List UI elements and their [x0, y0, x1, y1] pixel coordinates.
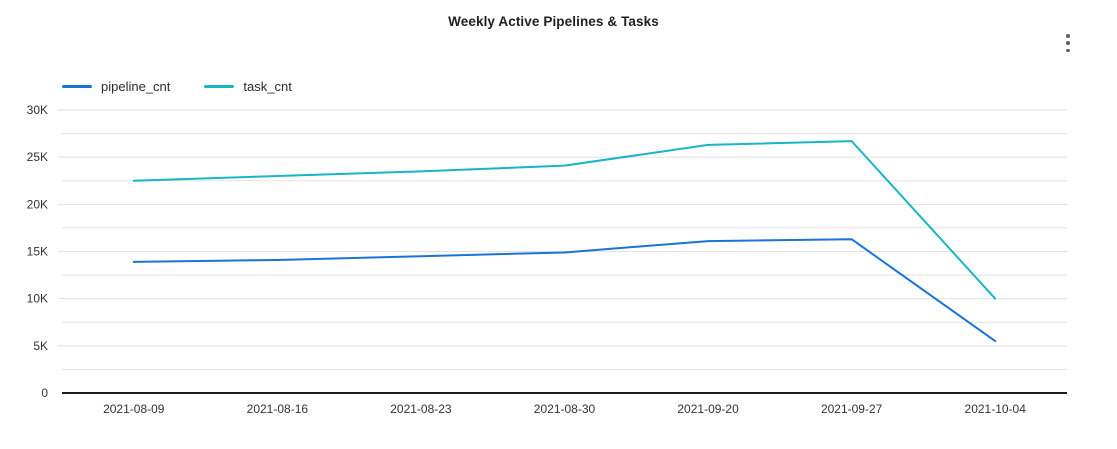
- x-axis-label: 2021-09-27: [821, 402, 883, 416]
- legend-item-pipeline-cnt[interactable]: pipeline_cnt: [62, 79, 170, 94]
- y-axis-label: 20K: [27, 197, 48, 211]
- series-line-pipeline_cnt: [132, 238, 997, 343]
- legend-item-task-cnt[interactable]: task_cnt: [204, 79, 292, 94]
- x-axis-label: 2021-08-09: [103, 402, 165, 416]
- x-axis-label: 2021-08-23: [390, 402, 452, 416]
- y-axis-label: 15K: [27, 245, 48, 259]
- legend-line-swatch: [204, 85, 235, 88]
- kebab-menu-icon[interactable]: [1062, 34, 1074, 52]
- x-axis-label: 2021-10-04: [965, 402, 1027, 416]
- kebab-dot: [1066, 41, 1070, 45]
- chart-legend: pipeline_cnt task_cnt: [62, 79, 292, 94]
- y-axis-label: 0: [41, 386, 48, 400]
- y-axis-label: 10K: [27, 292, 48, 306]
- x-axis-label: 2021-08-16: [247, 402, 309, 416]
- kebab-dot: [1066, 48, 1070, 52]
- x-axis-label: 2021-09-20: [677, 402, 739, 416]
- x-axis-label: 2021-08-30: [534, 402, 596, 416]
- y-axis-label: 5K: [33, 339, 48, 353]
- chart-title: Weekly Active Pipelines & Tasks: [448, 14, 659, 29]
- legend-label: pipeline_cnt: [101, 79, 171, 94]
- legend-line-swatch: [62, 85, 92, 88]
- y-axis-label: 30K: [27, 103, 48, 117]
- kebab-dot: [1066, 34, 1070, 38]
- y-axis-label: 25K: [27, 150, 48, 164]
- series-line-task_cnt: [132, 140, 997, 300]
- legend-label: task_cnt: [243, 79, 292, 94]
